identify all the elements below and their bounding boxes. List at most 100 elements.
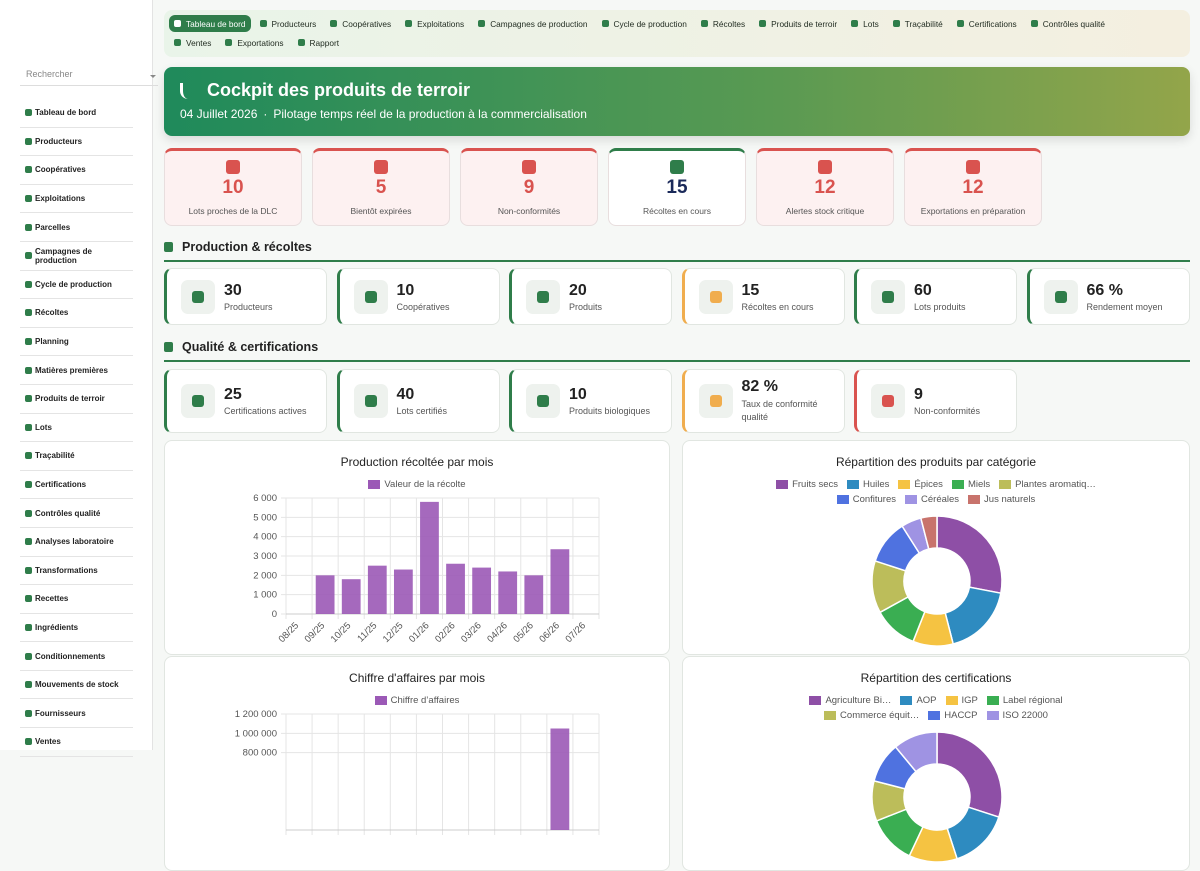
menu-item[interactable]: Traçabilité: [20, 442, 133, 471]
bar: [341, 579, 361, 614]
menu-icon: [25, 137, 32, 145]
kpi-card: 82 % Taux de conformité qualité: [681, 369, 845, 433]
menu-item[interactable]: Lots: [20, 414, 133, 443]
nav-item[interactable]: Lots: [846, 15, 884, 32]
x-tick-label: 06/26: [537, 620, 562, 645]
legend-item[interactable]: Agriculture Bi…: [809, 695, 891, 706]
legend-item[interactable]: Commerce équit…: [824, 710, 919, 721]
menu-item[interactable]: Parcelles: [20, 213, 133, 242]
legend-item[interactable]: AOP: [900, 695, 937, 706]
legend-item[interactable]: Miels: [951, 479, 990, 490]
legend-item[interactable]: Huiles: [847, 479, 889, 490]
alert-card: 12 Alertes stock critique: [756, 148, 894, 226]
legend-item[interactable]: Plantes aromatiq…: [999, 479, 1096, 490]
menu-item[interactable]: Recettes: [20, 585, 133, 614]
menu-icon: [25, 566, 32, 574]
legend-item[interactable]: Céréales: [905, 494, 959, 505]
hero-subtitle: 04 Juillet 2026 · Pilotage temps réel de l…: [180, 107, 593, 121]
legend-item[interactable]: Épices: [898, 479, 943, 490]
kpi-text: 40 Lots certifiés: [397, 386, 448, 416]
menu-item[interactable]: Matières premières: [20, 356, 133, 385]
legend-item[interactable]: HACCP: [928, 710, 978, 721]
kpi-icon: [181, 384, 215, 418]
menu-item[interactable]: Produits de terroir: [20, 385, 133, 414]
menu-item[interactable]: Producteurs: [20, 128, 133, 157]
nav-label: Exploitations: [417, 18, 465, 29]
menu-item[interactable]: Mouvements de stock: [20, 671, 133, 700]
legend-item[interactable]: IGP: [945, 695, 978, 706]
menu-icon: [25, 623, 32, 631]
pie-slice: [936, 515, 1003, 595]
chart-title: Production récoltée par mois: [340, 455, 494, 469]
chart-svg: [871, 731, 1003, 863]
nav-item[interactable]: Traçabilité: [888, 15, 948, 32]
nav-label: Tableau de bord: [186, 18, 246, 29]
nav-item[interactable]: Campagnes de production: [473, 15, 592, 32]
menu-item[interactable]: Campagnes de production: [20, 242, 133, 271]
nav-item[interactable]: Produits de terroir: [754, 15, 842, 32]
kpi-value: 10: [396, 281, 415, 299]
menu-item[interactable]: Transformations: [20, 557, 133, 586]
nav-item[interactable]: Exploitations: [400, 15, 469, 32]
menu-icon: [25, 338, 32, 346]
menu-item[interactable]: Coopératives: [20, 156, 133, 185]
menu-label: Traçabilité: [35, 451, 75, 461]
nav-label: Contrôles qualité: [1042, 18, 1105, 29]
menu-item[interactable]: Certifications: [20, 471, 133, 500]
legend-item[interactable]: Label régional: [986, 695, 1063, 706]
nav-item[interactable]: Rapport: [293, 34, 345, 51]
kpi-icon: [353, 279, 388, 314]
legend-label: IGP: [961, 695, 978, 706]
search-input[interactable]: Rechercher: [20, 64, 158, 86]
legend-label: HACCP: [944, 710, 978, 721]
menu-label: Récoltes: [35, 308, 69, 318]
menu-item[interactable]: Planning: [20, 328, 133, 357]
x-tick-label: 02/26: [433, 620, 458, 645]
alert-icon: [374, 160, 388, 174]
nav-item[interactable]: Certifications: [952, 15, 1022, 32]
menu-item[interactable]: Récoltes: [20, 299, 133, 328]
alert-icon: [522, 160, 536, 174]
section-icon: [164, 242, 173, 252]
menu-label: Campagnes de production: [35, 246, 92, 265]
nav-item[interactable]: Tableau de bord: [169, 15, 251, 32]
legend-item[interactable]: Confitures: [836, 494, 896, 505]
nav-icon: [759, 20, 767, 27]
menu-item[interactable]: Conditionnements: [20, 642, 133, 671]
kpi-glyph: [709, 290, 722, 303]
kpi-text: 20 Produits: [569, 282, 602, 312]
nav-item[interactable]: Cycle de production: [597, 15, 692, 32]
nav-item[interactable]: Exportations: [220, 34, 288, 51]
menu-item[interactable]: Exploitations: [20, 185, 133, 214]
kpi-label: Producteurs: [224, 301, 273, 312]
legend-item[interactable]: Jus naturels: [968, 494, 1035, 505]
kpi-label: Taux de conformité qualité: [741, 399, 818, 422]
menu-item[interactable]: Ventes: [20, 728, 133, 757]
kpi-value: 66 %: [1086, 281, 1123, 299]
menu-item[interactable]: Cycle de production: [20, 271, 133, 300]
menu-item[interactable]: Fournisseurs: [20, 699, 133, 729]
menu-item[interactable]: Contrôles qualité: [20, 499, 133, 528]
nav-item[interactable]: Contrôles qualité: [1026, 15, 1110, 32]
menu-icon: [25, 481, 32, 489]
nav-item[interactable]: Récoltes: [696, 15, 750, 32]
legend-item[interactable]: ISO 22000: [986, 710, 1048, 721]
nav-icon: [1030, 20, 1038, 27]
legend-swatch: [999, 480, 1012, 489]
menu-label: Produits de terroir: [35, 394, 105, 404]
alert-icon: [966, 160, 980, 174]
chart-legend: Agriculture Bi… AOP IGP Label régional Comme…: [771, 695, 1101, 721]
legend-item[interactable]: Chiffre d’affaires: [374, 695, 459, 706]
legend-item[interactable]: Fruits secs: [776, 479, 838, 490]
kpi-card: 15 Récoltes en cours: [681, 268, 845, 325]
nav-item[interactable]: Coopératives: [325, 15, 396, 32]
nav-item[interactable]: Ventes: [169, 34, 216, 51]
menu-item[interactable]: Ingrédients: [20, 614, 133, 643]
menu-item[interactable]: Analyses laboratoire: [20, 528, 133, 557]
chart-svg: 800 000 1 000 000 1 200 000: [235, 709, 600, 835]
bar: [367, 565, 387, 614]
nav-item[interactable]: Producteurs: [255, 15, 322, 32]
legend-item[interactable]: Valeur de la récolte: [368, 479, 466, 490]
nav-label: Certifications: [968, 18, 1017, 29]
menu-item[interactable]: Tableau de bord: [20, 99, 133, 128]
